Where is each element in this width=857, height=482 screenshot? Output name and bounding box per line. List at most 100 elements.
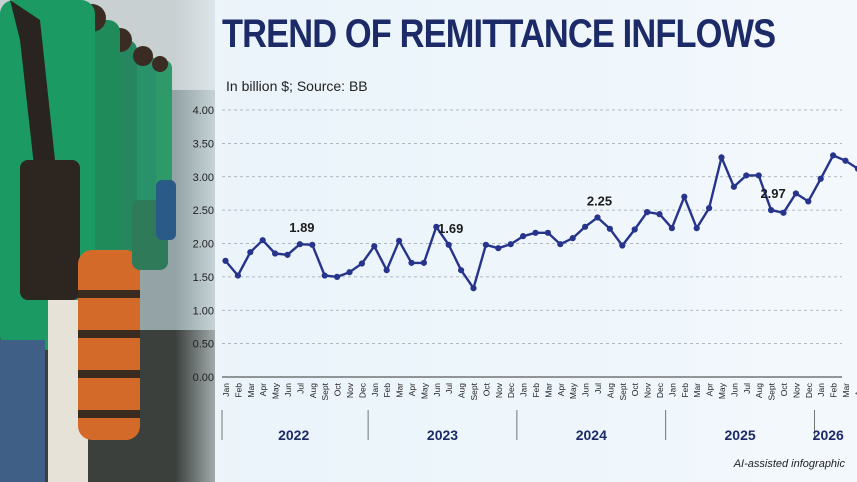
data-point (507, 241, 514, 248)
x-tick-label: Jan (816, 383, 826, 397)
value-annotations: 1.891.692.252.973.50 (289, 186, 786, 236)
data-point (309, 241, 316, 248)
x-tick-label: Jun (581, 383, 591, 397)
x-tick-label: Jun (432, 383, 442, 397)
data-point (743, 172, 750, 179)
x-tick-label: Jul (742, 383, 752, 394)
data-point (631, 226, 638, 233)
data-point (396, 237, 403, 244)
remittance-series (222, 152, 857, 292)
x-tick-label: Sept (469, 382, 479, 400)
x-tick-label: Aug (605, 383, 615, 398)
x-tick-label: Jun (283, 383, 293, 397)
data-point (296, 241, 303, 248)
year-label: 2024 (576, 427, 607, 443)
x-tick-label: Oct (481, 382, 491, 396)
x-tick-label: Aug (308, 383, 318, 398)
x-tick-label: Nov (345, 382, 355, 398)
x-tick-label: Dec (804, 382, 814, 398)
y-tick-label: 1.50 (193, 272, 214, 284)
data-point (259, 237, 266, 244)
y-tick-label: 0.00 (193, 372, 214, 384)
year-label: 2026 (813, 427, 844, 443)
x-tick-label: Feb (829, 383, 839, 398)
data-point (817, 175, 824, 182)
x-tick-label: Apr (258, 383, 268, 396)
data-point (222, 257, 229, 264)
data-point (557, 241, 564, 248)
x-tick-label: May (271, 382, 281, 399)
x-tick-label: Sept (320, 382, 330, 400)
x-tick-label: Aug (457, 383, 467, 398)
x-axis-year-labels: 2022 2023 2024 2025 2026 (221, 410, 844, 443)
x-tick-label: Mar (246, 383, 256, 398)
data-point (321, 272, 328, 279)
data-point (730, 183, 738, 190)
x-tick-label: Mar (841, 383, 851, 398)
series-line (224, 154, 857, 290)
x-tick-label: Mar (395, 383, 405, 398)
data-point (272, 250, 279, 257)
y-axis-ticks: 0.00 0.50 1.00 1.50 2.00 2.50 3.00 3.50 4.00 (193, 105, 214, 384)
data-label: 2.97 (760, 186, 785, 201)
data-point (594, 214, 601, 221)
data-point (706, 205, 713, 212)
x-tick-label: Jul (593, 383, 603, 394)
data-point (383, 267, 390, 274)
x-tick-label: Sept (767, 382, 777, 400)
x-tick-label: Apr (705, 383, 715, 396)
x-tick-label: Oct (630, 382, 640, 396)
x-tick-label: Dec (357, 382, 367, 398)
x-tick-label: Jul (295, 383, 305, 394)
data-point (470, 285, 477, 292)
data-point (358, 260, 365, 267)
year-label: 2025 (725, 427, 756, 443)
x-tick-label: Apr (556, 383, 566, 396)
x-tick-label: Jan (370, 383, 380, 397)
data-point (805, 198, 812, 205)
data-point (830, 152, 837, 159)
data-point (433, 223, 440, 230)
chart-title: TREND OF REMITTANCE INFLOWS (222, 12, 776, 56)
x-tick-label: Oct (333, 382, 343, 396)
x-tick-label: Jul (444, 383, 454, 394)
x-tick-label: Feb (680, 383, 690, 398)
x-tick-label: Apr (407, 383, 417, 396)
x-tick-label: Jan (221, 383, 231, 397)
data-point (842, 157, 849, 164)
data-point (656, 211, 663, 218)
data-point (495, 245, 502, 252)
x-tick-label: Dec (506, 382, 516, 398)
data-point (768, 207, 775, 214)
x-tick-label: May (568, 382, 578, 399)
y-tick-label: 3.00 (193, 172, 214, 184)
data-point (780, 209, 787, 216)
data-label: 2.25 (587, 193, 612, 208)
data-point (582, 223, 589, 230)
data-point (458, 267, 465, 274)
y-tick-label: 2.50 (193, 205, 214, 217)
x-tick-label: Jan (519, 383, 529, 397)
data-point (606, 225, 614, 232)
x-tick-label: Nov (494, 382, 504, 398)
data-point (284, 251, 291, 258)
data-point (420, 259, 427, 266)
x-tick-label: Aug (754, 383, 764, 398)
data-point (718, 154, 725, 161)
data-point (234, 272, 241, 279)
footnote: AI-assisted infographic (733, 458, 845, 470)
x-tick-label: Feb (233, 383, 243, 398)
data-point (346, 269, 353, 276)
y-tick-label: 4.00 (193, 105, 214, 117)
data-point (854, 165, 857, 172)
data-point (619, 242, 626, 249)
x-tick-label: Apr (853, 383, 857, 396)
data-point (520, 233, 527, 240)
data-point (371, 243, 378, 250)
x-tick-label: Nov (791, 382, 801, 398)
data-point (482, 241, 489, 248)
x-tick-label: Jun (729, 383, 739, 397)
x-tick-label: May (419, 382, 429, 399)
x-tick-label: Mar (543, 383, 553, 398)
